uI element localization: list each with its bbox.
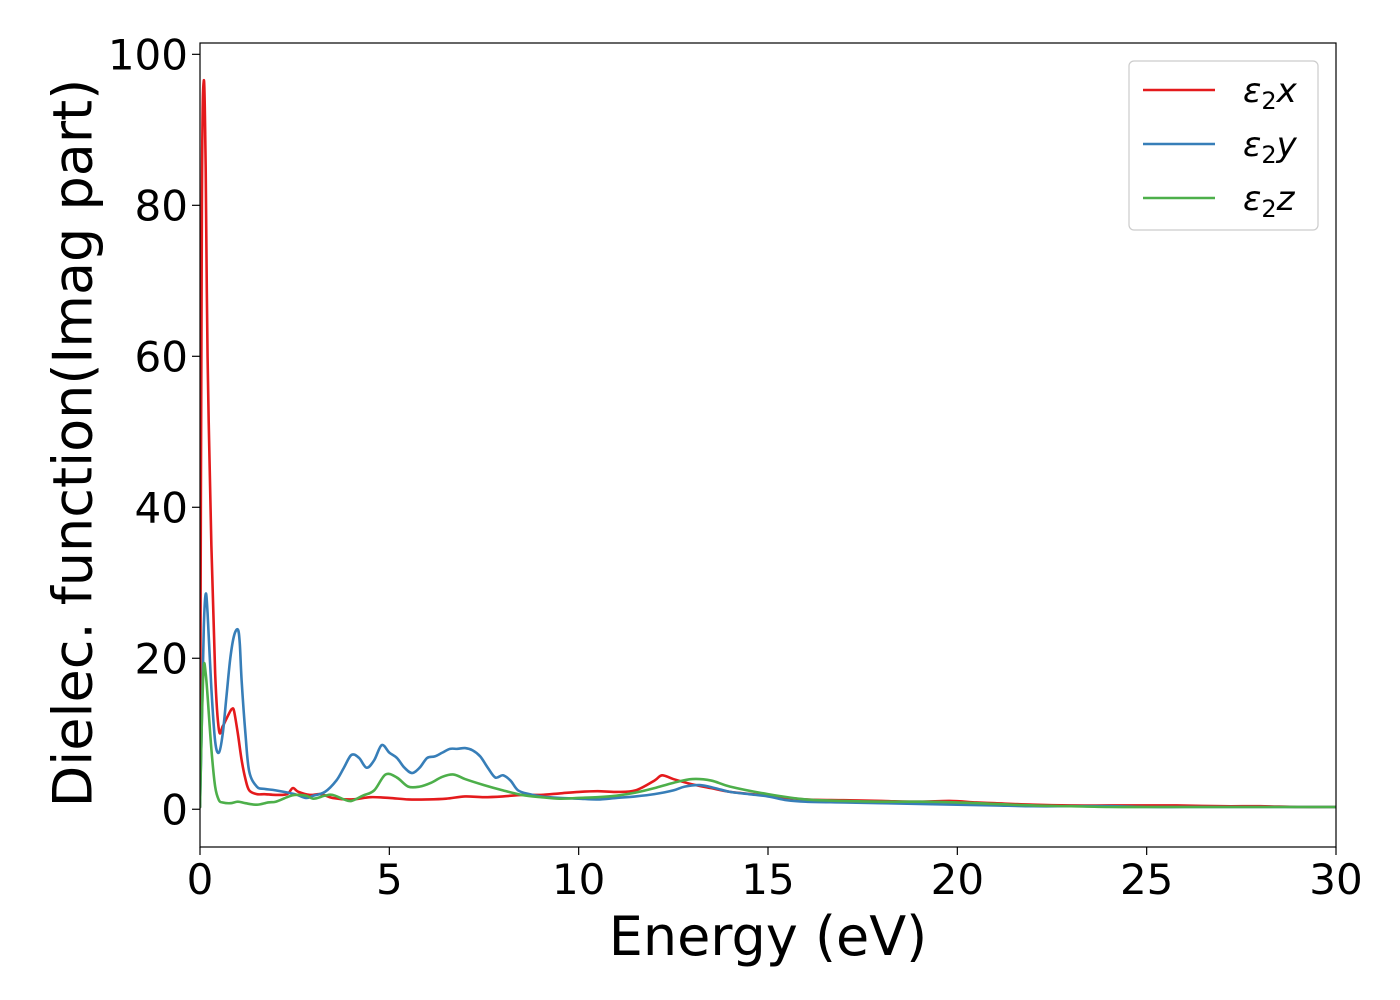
y-tick-label: 100 xyxy=(108,30,188,79)
series-line-y xyxy=(200,592,1336,809)
x-tick-label: 15 xyxy=(741,855,794,904)
x-tick-label: 5 xyxy=(376,855,403,904)
legend-label-y: ε2y xyxy=(1243,125,1298,169)
series-layer xyxy=(200,79,1336,809)
legend-label-x: ε2x xyxy=(1243,71,1298,115)
x-tick-label: 30 xyxy=(1309,855,1362,904)
y-tick-label: 0 xyxy=(161,785,188,834)
x-tick-label: 25 xyxy=(1120,855,1173,904)
y-tick-label: 80 xyxy=(135,181,188,230)
y-tick-label: 40 xyxy=(135,483,188,532)
y-tick-label: 60 xyxy=(135,332,188,381)
x-tick-label: 10 xyxy=(552,855,605,904)
plot-frame xyxy=(199,42,1337,848)
legend: ε2x ε2y ε2z xyxy=(1128,60,1319,231)
series-line-z xyxy=(200,661,1336,809)
legend-label-z: ε2z xyxy=(1243,179,1296,223)
x-tick-label: 0 xyxy=(187,855,214,904)
y-tick-label: 20 xyxy=(135,634,188,683)
y-axis-label: Dielec. function(Imag part) xyxy=(42,79,105,808)
legend-box xyxy=(1128,60,1319,231)
x-axis-label: Energy (eV) xyxy=(609,905,928,968)
x-tick-label: 20 xyxy=(931,855,984,904)
ticks-layer: 0 5 10 15 20 25 30 0 20 40 60 80 100 xyxy=(108,30,1363,904)
